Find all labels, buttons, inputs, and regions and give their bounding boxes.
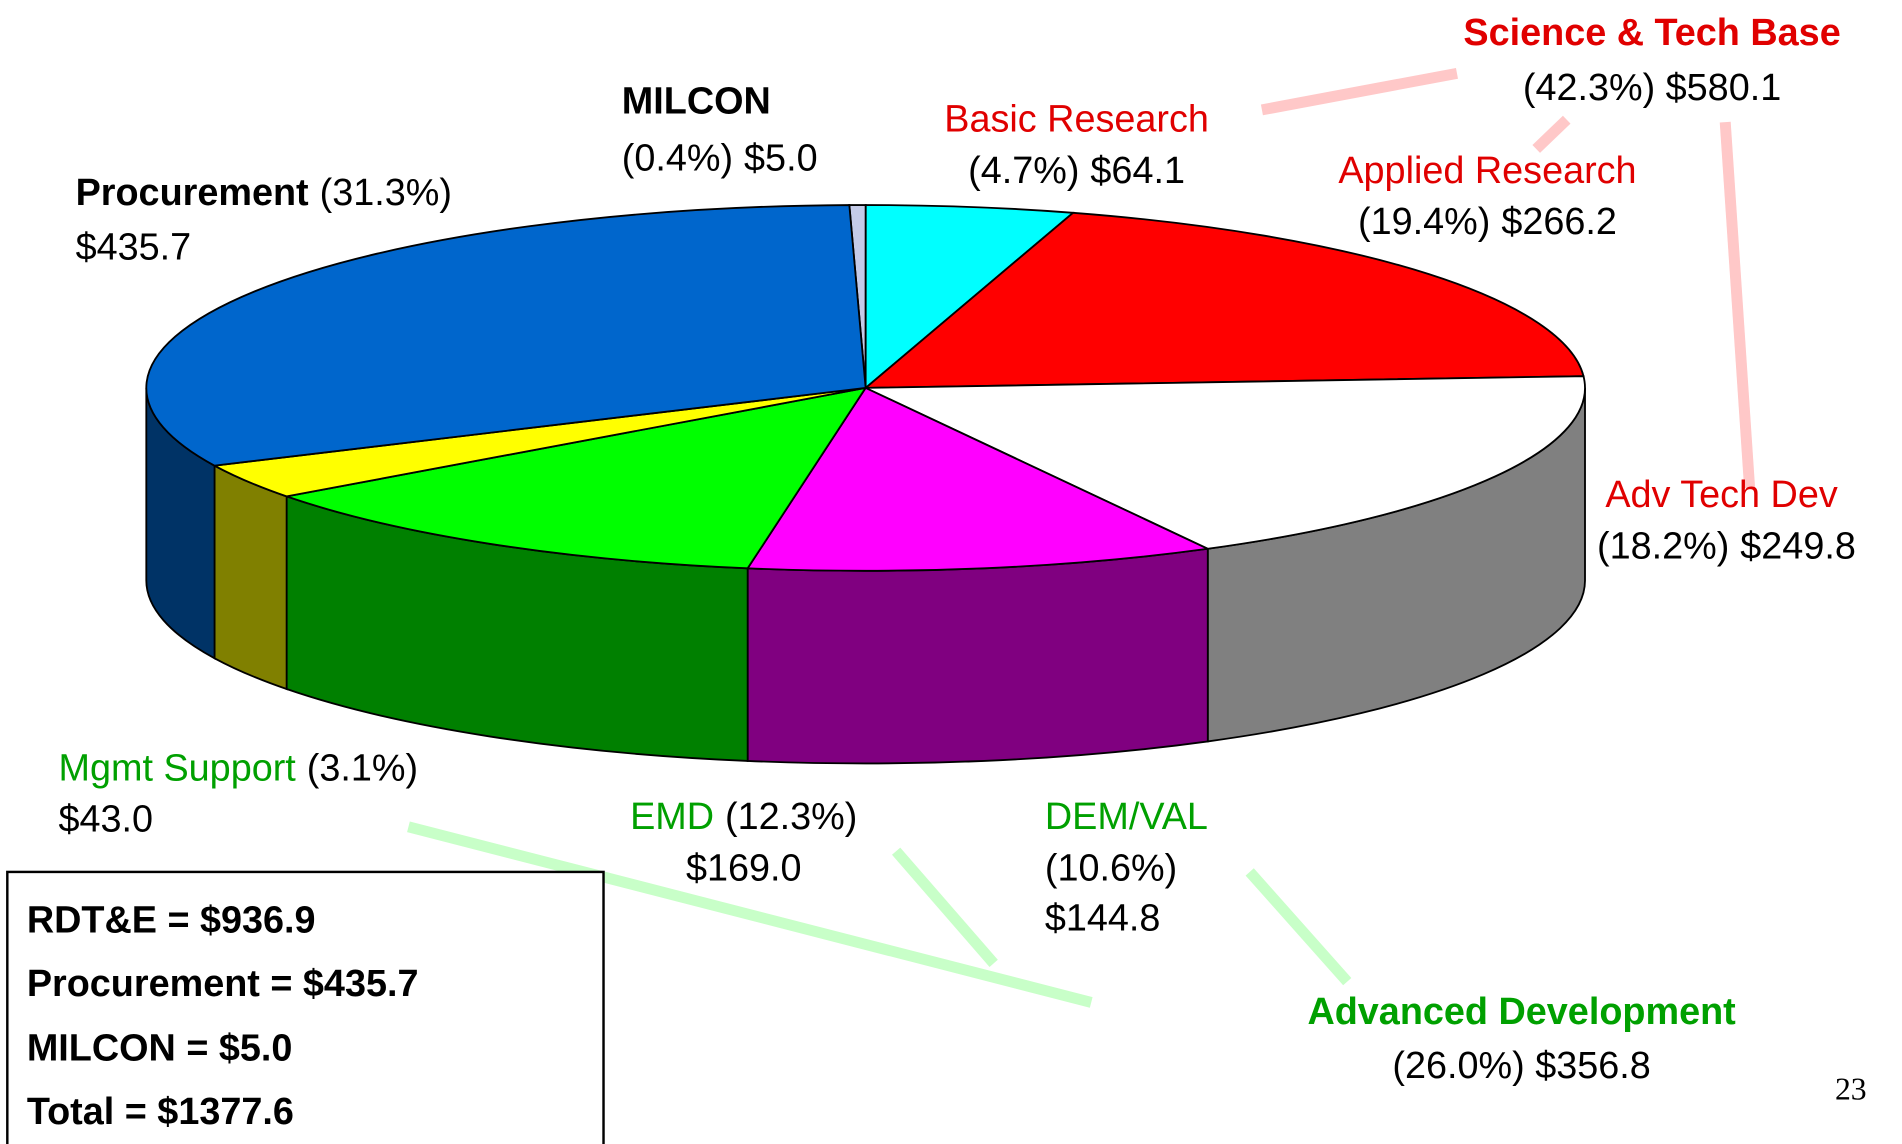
label: (0.4%) $5.0 — [622, 138, 818, 180]
summary-line: Procurement = $435.7 — [27, 963, 419, 1005]
slice — [864, 204, 1076, 390]
connector — [1245, 868, 1352, 986]
slice — [863, 211, 1585, 389]
pie — [145, 204, 1586, 765]
slice-side — [746, 547, 1209, 765]
label: Procurement (31.3%) — [76, 172, 452, 214]
summary-line: RDT&E = $936.9 — [27, 900, 316, 942]
label: Applied Research — [1338, 150, 1636, 192]
connector — [1532, 115, 1571, 153]
summary-box — [6, 870, 605, 1144]
connector — [1260, 67, 1458, 116]
group-label: (26.0%) $356.8 — [1392, 1045, 1650, 1087]
label: Mgmt Support (3.1%) — [59, 747, 419, 789]
slice — [145, 204, 867, 467]
label: (19.4%) $266.2 — [1358, 201, 1617, 243]
slice — [283, 386, 868, 570]
connector — [1719, 121, 1756, 489]
connector — [891, 847, 998, 967]
slice — [865, 375, 1586, 550]
page-number: 23 — [1835, 1071, 1867, 1106]
label: $435.7 — [76, 227, 192, 269]
label: (4.7%) $64.1 — [968, 150, 1185, 192]
label: (10.6%) — [1045, 847, 1177, 889]
label: $43.0 — [59, 799, 154, 841]
slice-side — [213, 464, 288, 691]
group-label: (42.3%) $580.1 — [1523, 67, 1781, 109]
summary-line: MILCON = $5.0 — [27, 1028, 293, 1070]
label: Adv Tech Dev — [1605, 474, 1838, 516]
connectors — [407, 67, 1756, 1008]
slice — [746, 386, 1211, 572]
label: MILCON — [622, 80, 771, 122]
group-title: Advanced Development — [1307, 991, 1736, 1033]
connector — [407, 821, 1093, 1008]
label: $169.0 — [686, 847, 802, 889]
label: (18.2%) $249.8 — [1597, 525, 1856, 567]
label: EMD (12.3%) — [630, 796, 857, 838]
summary-line: Total = $1377.6 — [27, 1091, 294, 1133]
group-title: Science & Tech Base — [1463, 12, 1840, 54]
label: DEM/VAL — [1045, 796, 1208, 838]
label: $144.8 — [1045, 897, 1161, 939]
label: Basic Research — [944, 99, 1209, 141]
